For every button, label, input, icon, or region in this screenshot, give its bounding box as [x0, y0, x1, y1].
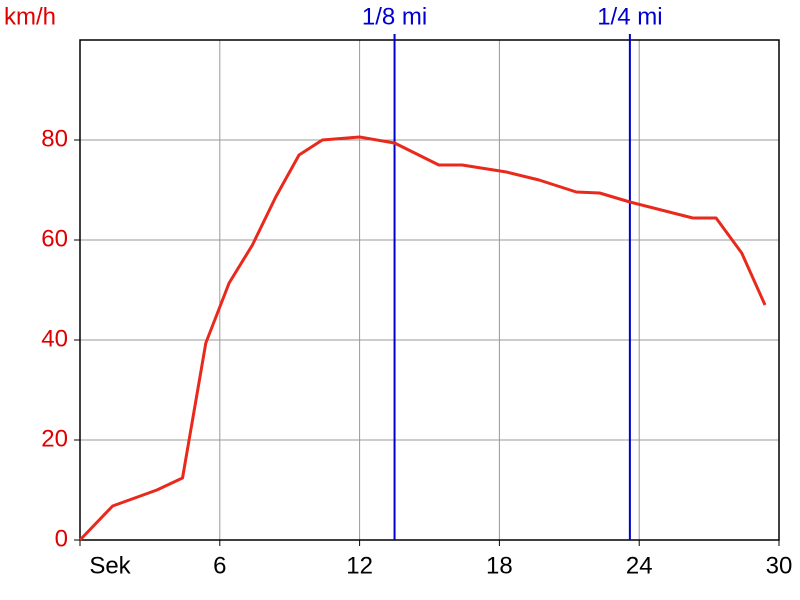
distance-label: 1/4 mi	[597, 3, 662, 30]
x-tick-label: 12	[346, 552, 373, 579]
y-tick-label: 0	[55, 525, 68, 552]
distance-label: 1/8 mi	[362, 3, 427, 30]
y-axis-label: km/h	[4, 3, 56, 30]
plot-frame	[79, 39, 780, 541]
y-tick-label: 80	[41, 125, 68, 152]
x-tick-label: 6	[213, 552, 226, 579]
x-tick-label: Sek	[89, 552, 131, 579]
x-tick-label: 24	[626, 552, 653, 579]
x-tick-label: 30	[766, 552, 793, 579]
speed-line	[78, 135, 767, 542]
y-tick-label: 60	[41, 225, 68, 252]
x-tick-label: 18	[486, 552, 513, 579]
y-tick-label: 40	[41, 325, 68, 352]
y-tick-label: 20	[41, 425, 68, 452]
